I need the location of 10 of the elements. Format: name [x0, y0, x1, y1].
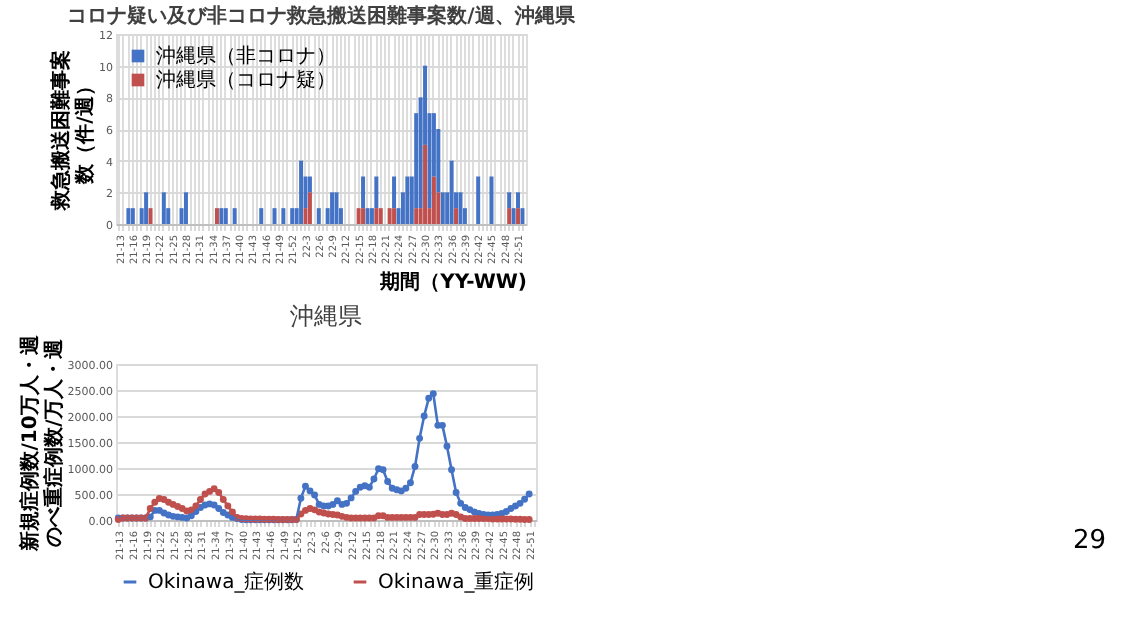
- y-axis-title: 救急搬送困難事案数（件/週）: [49, 50, 97, 212]
- legend-label: Okinawa_症例数: [148, 570, 305, 594]
- legend-label: 沖縄県（非コロナ）: [156, 44, 336, 68]
- x-axis-title: 期間（YY-WW): [378, 270, 527, 295]
- legend-label: Okinawa_重症例: [378, 570, 535, 594]
- y-axis-title: 新規症例数/10万人・週のべ重症例数/万人・週: [17, 333, 66, 553]
- text: 29: [1072, 526, 1106, 556]
- legend-label: 沖縄県（コロナ疑）: [156, 68, 336, 92]
- chart-title: コロナ疑い及び非コロナ救急搬送困難事案数/週、沖縄県: [67, 4, 577, 28]
- chart-title: 沖縄県: [290, 302, 362, 331]
